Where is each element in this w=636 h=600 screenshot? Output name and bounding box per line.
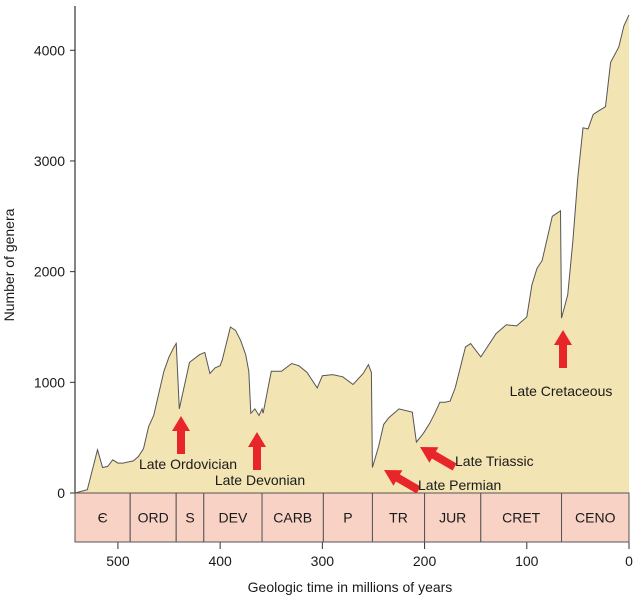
period-cell [203,492,263,543]
period-label: TR [389,510,408,526]
period-label: CRET [502,510,541,526]
period-cell [74,492,131,543]
x-tick-label: 400 [208,553,232,569]
extinction-label: Late Permian [418,477,501,493]
y-tick-label: 1000 [34,374,65,390]
period-label: DEV [219,510,248,526]
period-cell [424,492,482,543]
period-label: P [343,510,352,526]
period-label: CARB [273,510,312,526]
x-tick-label: 500 [106,553,130,569]
period-label: S [185,510,194,526]
y-tick-label: 4000 [34,42,65,58]
plot-area [74,14,630,494]
period-label: Є [98,510,108,526]
period-band: Є ORD S DEV CARB P TR JUR CRET CENO [74,492,630,543]
extinction-arrow [420,447,457,471]
extinction-arrow [248,432,266,470]
x-tick-label: 200 [413,553,437,569]
y-tick-label: 2000 [34,264,65,280]
genera-area [75,14,629,494]
period-label: ORD [138,510,169,526]
x-tick-label: 100 [515,553,539,569]
genera-line [74,14,630,494]
extinction-arrow [554,330,572,368]
period-label: CENO [575,510,616,526]
extinction-label: Late Devonian [215,472,305,488]
period-cell [561,492,630,543]
period-cell [322,492,373,543]
x-tick-label: 300 [311,553,335,569]
period-cell [480,492,563,543]
extinction-label: Late Ordovician [139,456,237,472]
x-axis-label: Geologic time in millions of years [248,579,453,595]
x-tick-label: 0 [625,553,633,569]
extinction-label: Late Cretaceous [510,383,613,399]
period-label: JUR [439,510,466,526]
extinction-arrow [172,416,190,454]
extinction-label: Late Triassic [455,453,534,469]
y-tick-label: 0 [57,485,65,501]
extinction-arrow [384,470,421,494]
y-axis-label: Number of genera [1,208,17,321]
y-tick-label: 3000 [34,153,65,169]
